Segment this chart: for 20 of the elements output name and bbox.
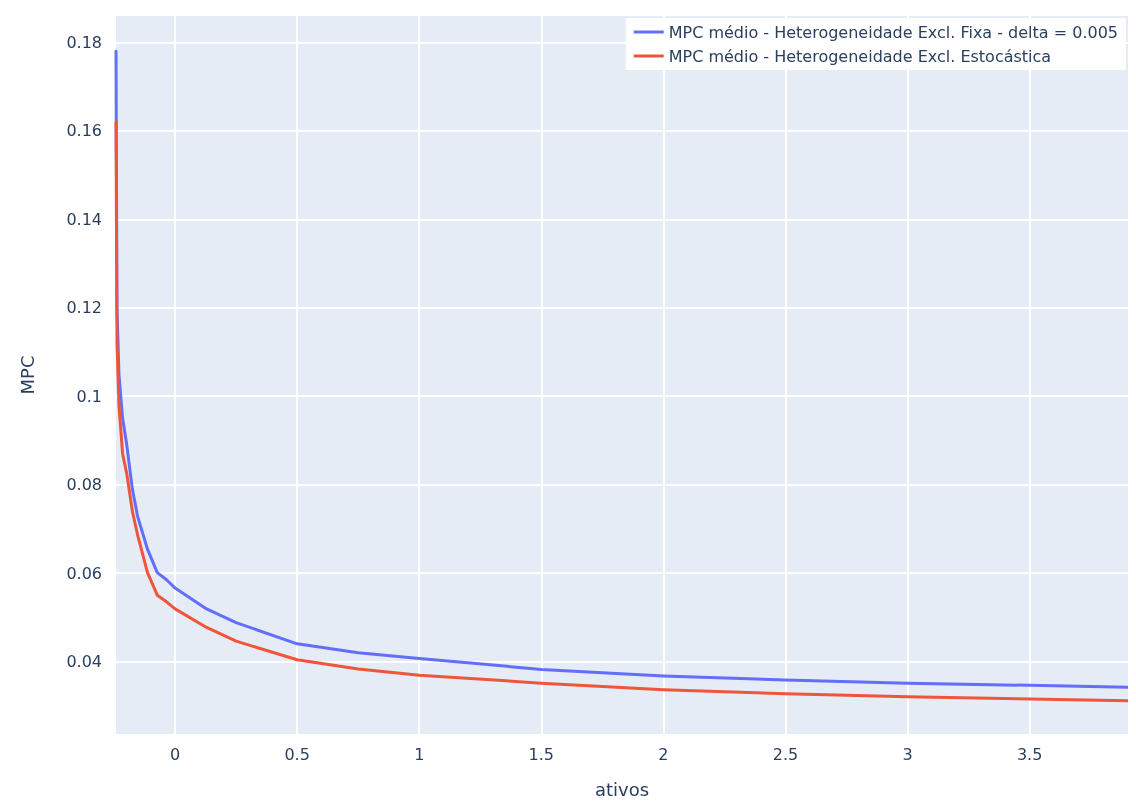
x-axis-title: ativos bbox=[594, 778, 650, 800]
x-tick-label: 2.5 bbox=[772, 744, 799, 764]
y-tick-label: 0.06 bbox=[66, 563, 102, 583]
y-tick-label: 0.18 bbox=[66, 33, 102, 53]
legend-label: MPC médio - Heterogeneidade Excl. Estocástica bbox=[668, 46, 1052, 66]
y-tick-label: 0.12 bbox=[66, 298, 102, 318]
x-tick-label: 3.5 bbox=[1016, 744, 1043, 764]
y-tick-label: 0.14 bbox=[66, 209, 102, 229]
y-tick-label: 0.08 bbox=[66, 475, 102, 495]
x-tick-label: 1 bbox=[414, 744, 425, 764]
x-tick-label: 0.5 bbox=[284, 744, 310, 764]
x-tick-label: 1.5 bbox=[528, 744, 555, 764]
x-tick-label: 3 bbox=[902, 744, 913, 764]
y-axis-title: MPC bbox=[16, 355, 38, 395]
y-tick-label: 0.1 bbox=[76, 386, 102, 406]
x-tick-label: 2 bbox=[658, 744, 669, 764]
legend-label: MPC médio - Heterogeneidade Excl. Fixa - delta = 0.005 bbox=[668, 22, 1118, 42]
y-tick-label: 0.16 bbox=[66, 121, 102, 141]
y-tick-label: 0.04 bbox=[66, 651, 102, 671]
x-tick-label: 0 bbox=[169, 744, 181, 764]
